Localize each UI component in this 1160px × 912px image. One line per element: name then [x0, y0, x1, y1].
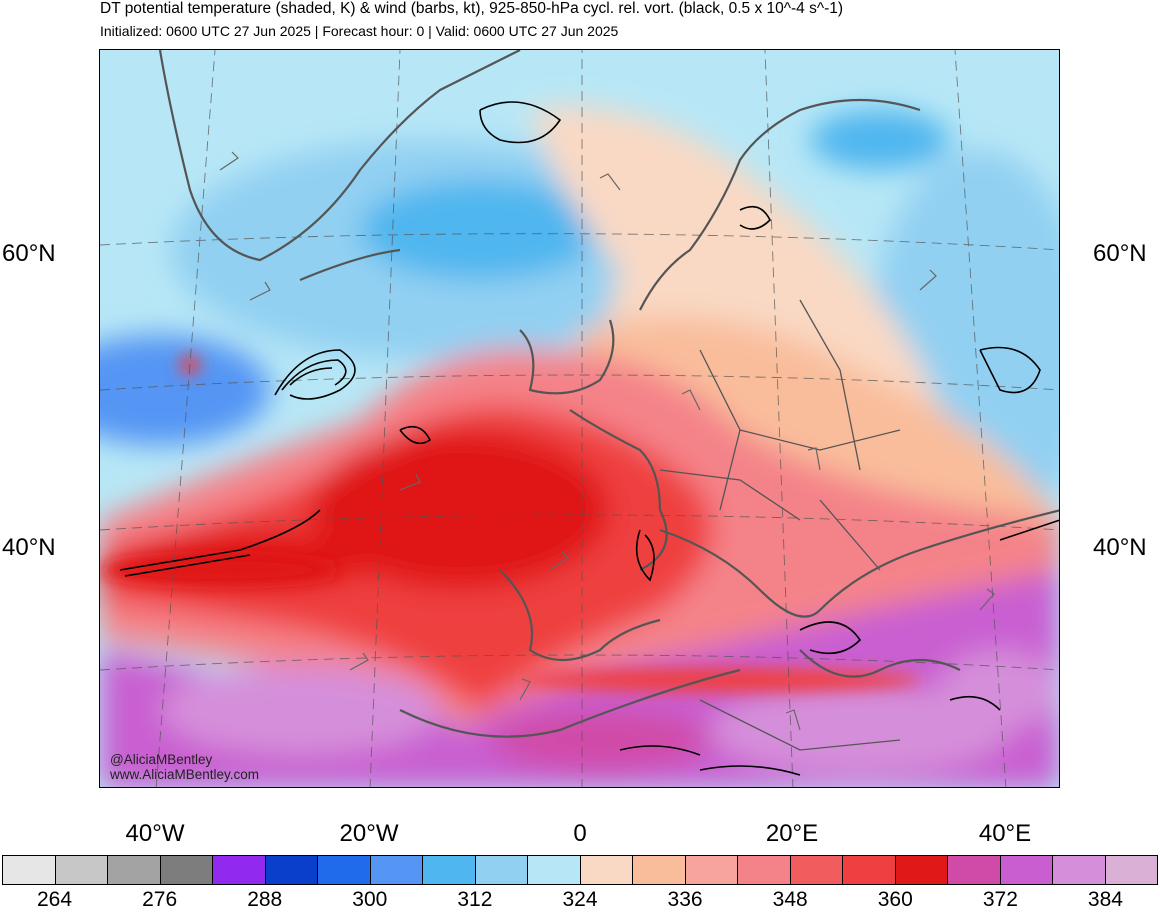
- weather-map: [99, 49, 1060, 788]
- colorbar-swatch: [475, 856, 528, 884]
- credit-website: www.AliciaMBentley.com: [110, 767, 260, 782]
- lat-label-40n-left: 40°N: [2, 534, 56, 561]
- colorbar-swatch: [790, 856, 843, 884]
- colorbar-swatch: [1105, 856, 1157, 884]
- coastlines: [158, 50, 1059, 738]
- graticule: [100, 50, 1059, 787]
- wind-barbs: [219, 151, 995, 731]
- colorbar-swatch: [843, 856, 896, 884]
- lon-label-20w: 20°W: [339, 820, 399, 847]
- colorbar-label: 264: [37, 888, 73, 911]
- colorbar-swatch: [528, 856, 581, 884]
- colorbar-swatch: [213, 856, 266, 884]
- credit-handle: @AliciaMBentley: [110, 752, 213, 767]
- colorbar-swatch: [685, 856, 738, 884]
- borders: [659, 299, 901, 751]
- colorbar: [2, 855, 1158, 885]
- colorbar-swatch: [895, 856, 948, 884]
- colorbar-label: 384: [1087, 888, 1123, 911]
- colorbar-swatch: [580, 856, 633, 884]
- colorbar-swatch: [318, 856, 371, 884]
- theta-shading: [100, 106, 1059, 787]
- lat-label-60n-left: 60°N: [2, 240, 56, 267]
- lon-label-0: 0: [573, 820, 587, 847]
- colorbar-swatch: [265, 856, 318, 884]
- colorbar-label: 324: [562, 888, 598, 911]
- colorbar-label: 360: [877, 888, 913, 911]
- map-subtitle: Initialized: 0600 UTC 27 Jun 2025 | Fore…: [100, 23, 619, 39]
- colorbar-swatch: [108, 856, 161, 884]
- colorbar-swatch: [423, 856, 476, 884]
- vorticity-contours: [119, 101, 1059, 776]
- lon-label-20e: 20°E: [765, 820, 819, 847]
- lon-label-40w: 40°W: [125, 820, 185, 847]
- colorbar-label: 276: [142, 888, 178, 911]
- colorbar-swatch: [633, 856, 686, 884]
- colorbar-label: 312: [457, 888, 493, 911]
- colorbar-label: 288: [247, 888, 283, 911]
- colorbar-swatch: [370, 856, 423, 884]
- colorbar-label: 336: [667, 888, 703, 911]
- colorbar-swatch: [55, 856, 108, 884]
- colorbar-label: 348: [772, 888, 808, 911]
- colorbar-swatch: [3, 856, 56, 884]
- colorbar-label: 372: [982, 888, 1018, 911]
- colorbar-swatch: [738, 856, 791, 884]
- map-title: DT potential temperature (shaded, K) & w…: [100, 0, 844, 17]
- colorbar-swatch: [1000, 856, 1053, 884]
- colorbar-swatch: [948, 856, 1001, 884]
- lat-label-40n-right: 40°N: [1093, 534, 1147, 561]
- colorbar-swatch: [1053, 856, 1106, 884]
- colorbar-label: 300: [352, 888, 388, 911]
- colorbar-swatch: [160, 856, 213, 884]
- lat-label-60n-right: 60°N: [1093, 240, 1147, 267]
- lon-label-40e: 40°E: [978, 820, 1032, 847]
